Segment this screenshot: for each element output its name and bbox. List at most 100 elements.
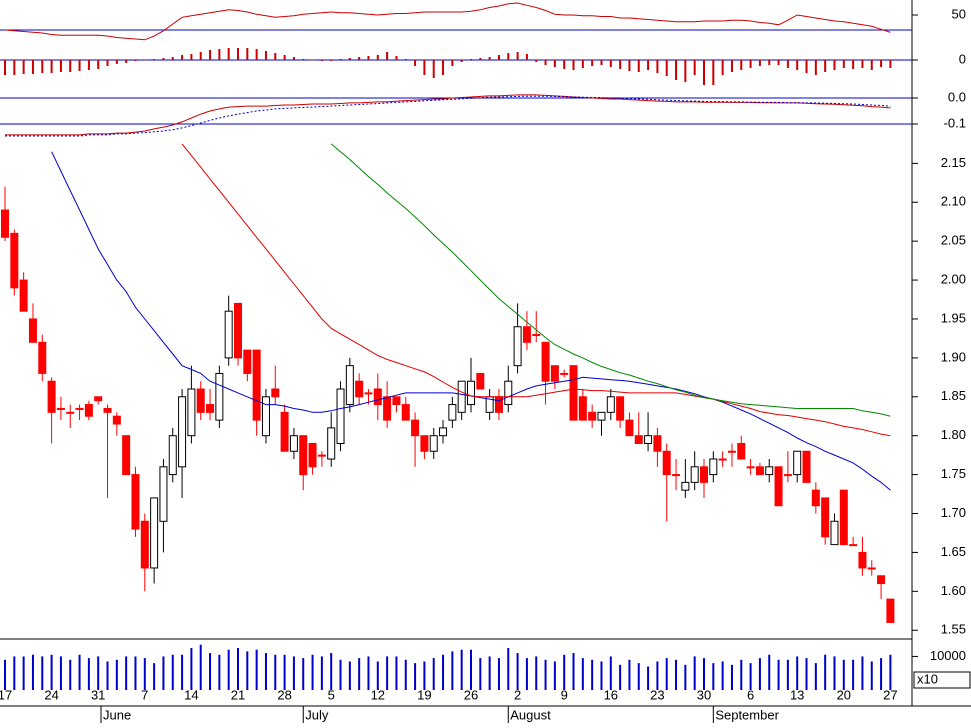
y-tick-label: -0.1 [944, 115, 966, 130]
bar [852, 60, 855, 69]
x-tick-label: 20 [837, 687, 851, 702]
y-tick-label: 1.60 [941, 583, 966, 598]
bar [376, 661, 379, 690]
candle-body [644, 435, 653, 444]
bar [693, 656, 696, 690]
y-tick-label: 2.10 [941, 194, 966, 209]
candle-body [513, 326, 522, 367]
candle-body [476, 372, 485, 390]
bar [786, 60, 789, 68]
bar [432, 60, 435, 78]
bar [563, 60, 566, 69]
bar [255, 649, 258, 690]
bar [516, 52, 519, 60]
candle-body [616, 396, 625, 421]
bar [59, 656, 62, 690]
y-tick-label: 1.75 [941, 466, 966, 481]
bar [470, 649, 472, 690]
bar [339, 659, 342, 690]
bar [69, 60, 72, 72]
candle-body [252, 349, 261, 421]
bar [78, 654, 81, 690]
candle-body [75, 407, 84, 410]
bar [581, 60, 584, 68]
bar [516, 653, 519, 690]
y-tick-label: 10000 [930, 648, 966, 663]
candle-body [588, 411, 597, 421]
bar [283, 654, 286, 690]
bar [656, 661, 659, 690]
candle-body [271, 388, 280, 398]
candle-body [355, 380, 364, 398]
y-tick-label: 1.70 [941, 505, 966, 520]
candle-body [196, 388, 205, 413]
candle-body [243, 349, 252, 374]
bar [237, 48, 239, 60]
bar [665, 60, 668, 76]
bar [199, 52, 202, 60]
bar [507, 648, 510, 690]
bar [274, 53, 277, 60]
bar [796, 656, 799, 690]
candle-body [634, 435, 643, 444]
y-tick-label: 1.85 [941, 388, 966, 403]
x-tick-label: 9 [561, 687, 568, 702]
y-tick-label: 0.0 [948, 89, 966, 104]
candle-body [522, 326, 531, 343]
candle-body [10, 232, 19, 289]
bar [777, 659, 780, 690]
bar [302, 59, 305, 60]
bar [125, 60, 128, 63]
bar [41, 656, 44, 690]
candle-body [289, 435, 298, 452]
bar [153, 663, 156, 690]
candle-body [401, 404, 410, 421]
bar [283, 55, 286, 60]
candle-body [839, 489, 848, 546]
candle-body [317, 454, 326, 457]
x-tick-label: 19 [417, 687, 431, 702]
candle-body [821, 497, 830, 538]
bar [712, 60, 715, 85]
candle-body [112, 415, 121, 425]
line-series [4, 2, 891, 41]
bar [544, 60, 547, 65]
bar [460, 649, 463, 690]
bar [330, 60, 333, 61]
bar [404, 659, 407, 690]
y-tick-label: 2.15 [941, 155, 966, 170]
candle-body [541, 341, 550, 382]
candle-body [150, 497, 159, 569]
bar [442, 654, 445, 690]
bar [451, 651, 454, 690]
y-tick-label: 1.90 [941, 349, 966, 364]
candle-body [38, 341, 47, 374]
bar [600, 661, 603, 690]
bar [619, 60, 622, 69]
bar [311, 60, 314, 61]
bar [199, 644, 202, 690]
bar [181, 654, 184, 690]
bar [97, 60, 100, 69]
bar [255, 49, 258, 60]
candle-body [122, 435, 131, 476]
bar [134, 656, 137, 690]
line-series [181, 143, 891, 437]
candle-body [578, 396, 587, 421]
month-label: August [510, 707, 551, 722]
candle-body [886, 598, 895, 623]
bar [134, 60, 137, 61]
bar [470, 59, 472, 60]
bar [227, 649, 230, 690]
bar [143, 658, 146, 690]
bar [246, 651, 249, 690]
candle-body [308, 442, 317, 468]
bar [665, 658, 668, 690]
bar [591, 60, 594, 66]
bar [320, 60, 323, 61]
bar [488, 656, 491, 690]
bar [4, 60, 6, 75]
bar [721, 60, 724, 75]
bar [395, 656, 398, 690]
candle-body [569, 365, 578, 421]
